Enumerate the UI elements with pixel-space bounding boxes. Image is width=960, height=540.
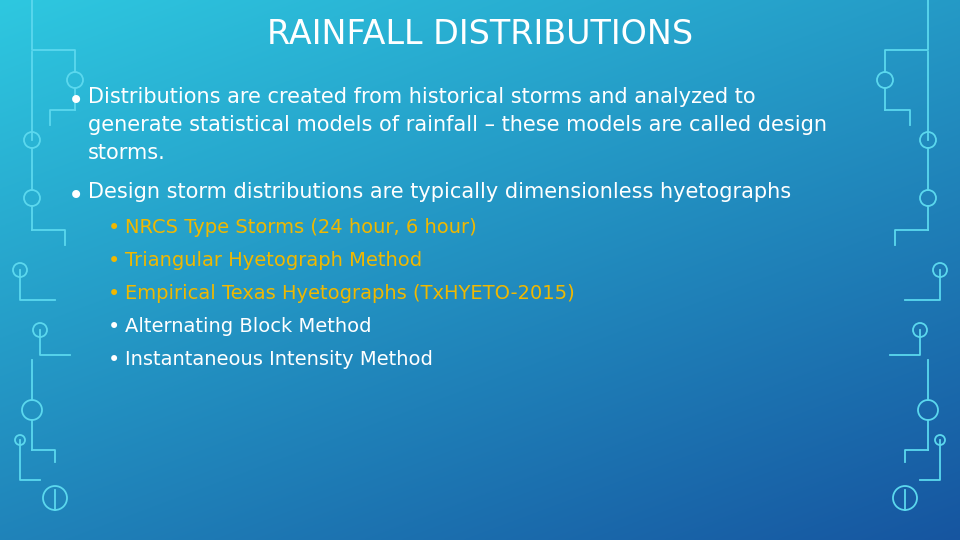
Text: Empirical Texas Hyetographs (TxHYETO-2015): Empirical Texas Hyetographs (TxHYETO-201… [125,284,575,303]
Text: •: • [108,350,120,370]
Text: storms.: storms. [88,143,166,163]
Text: Distributions are created from historical storms and analyzed to: Distributions are created from historica… [88,87,756,107]
Text: •: • [108,317,120,337]
Text: •: • [108,218,120,238]
Text: •: • [68,182,84,210]
Text: generate statistical models of rainfall – these models are called design: generate statistical models of rainfall … [88,115,827,135]
Text: RAINFALL DISTRIBUTIONS: RAINFALL DISTRIBUTIONS [267,18,693,51]
Text: NRCS Type Storms (24 hour, 6 hour): NRCS Type Storms (24 hour, 6 hour) [125,218,477,237]
Text: Design storm distributions are typically dimensionless hyetographs: Design storm distributions are typically… [88,182,791,202]
Text: Triangular Hyetograph Method: Triangular Hyetograph Method [125,251,422,270]
Text: Alternating Block Method: Alternating Block Method [125,317,372,336]
Text: •: • [108,284,120,304]
Text: Instantaneous Intensity Method: Instantaneous Intensity Method [125,350,433,369]
Text: •: • [108,251,120,271]
Text: •: • [68,87,84,115]
